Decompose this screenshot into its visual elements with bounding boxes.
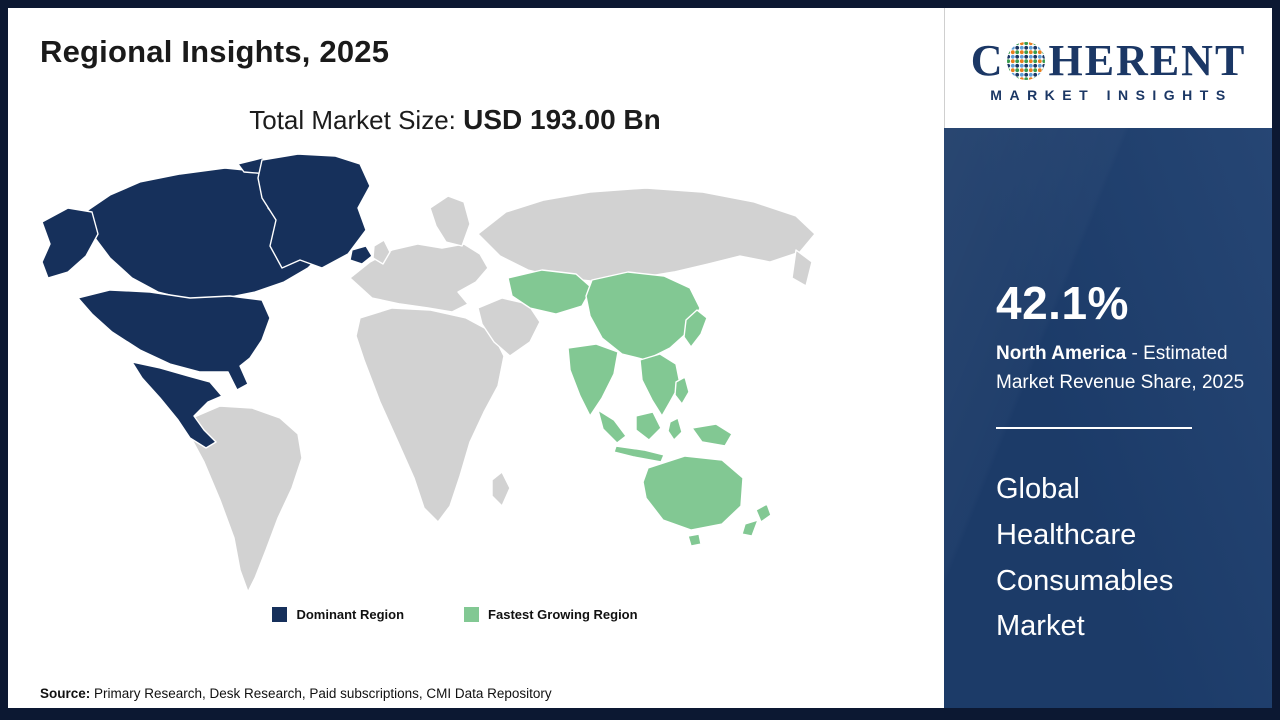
region-kamchatka — [791, 249, 813, 287]
region-philippines — [674, 376, 690, 405]
coherent-logo: C — [944, 8, 1272, 128]
highlight-sidebar: 42.1% North America - Estimated Market R… — [944, 128, 1272, 708]
fastest-growing-region-swatch — [464, 607, 480, 622]
region-south-america — [189, 405, 303, 593]
region-japan — [683, 309, 708, 348]
region-java — [613, 445, 665, 463]
globe-dots-icon — [1006, 41, 1046, 81]
region-new-guinea — [691, 423, 733, 447]
region-greenland — [257, 153, 371, 269]
total-market-size-label: Total Market Size: — [249, 105, 464, 135]
revenue-share-region: North America — [996, 343, 1127, 364]
region-middle-east — [477, 297, 541, 357]
region-africa — [355, 307, 505, 523]
logo-letter-c: C — [970, 36, 1005, 85]
revenue-share-text: - Estimated Market Revenue Share, 2025 — [996, 343, 1245, 393]
region-central-asia — [507, 269, 593, 315]
legend-item-fastest: Fastest Growing Region — [464, 607, 638, 622]
page-title: Regional Insights, 2025 — [40, 34, 390, 69]
region-alaska — [41, 207, 99, 279]
region-new-zealand-north — [755, 503, 772, 523]
logo-letters-rest: HERENT — [1048, 36, 1247, 85]
region-usa — [77, 289, 271, 391]
sidebar-divider — [996, 427, 1192, 429]
world-map — [40, 150, 870, 605]
region-china — [585, 271, 701, 361]
revenue-share-value: 42.1% — [996, 277, 1129, 329]
region-scandinavia — [429, 195, 471, 247]
source-text: Primary Research, Desk Research, Paid su… — [90, 686, 552, 701]
dominant-region-swatch — [272, 607, 288, 622]
region-mexico — [131, 361, 223, 449]
region-uk — [372, 239, 391, 265]
region-sumatra — [597, 409, 627, 444]
dominant-region-label: Dominant Region — [296, 607, 405, 622]
region-iceland — [349, 245, 373, 265]
market-name: Global Healthcare Consumables Market — [996, 473, 1174, 643]
logo-subtitle: MARKET INSIGHTS — [990, 87, 1233, 103]
region-new-zealand-south — [741, 519, 759, 537]
revenue-share-caption: North America - Estimated Market Revenue… — [996, 340, 1248, 397]
total-market-size-value: USD 193.00 Bn — [463, 104, 661, 135]
region-tasmania — [687, 533, 702, 547]
region-russia — [477, 187, 816, 283]
region-borneo — [635, 411, 662, 441]
source-label: Source: — [40, 686, 91, 701]
slide-body: Regional Insights, 2025 Total Market Siz… — [8, 8, 1272, 708]
region-australia — [642, 455, 744, 531]
region-india — [567, 343, 619, 417]
legend-item-dominant: Dominant Region — [272, 607, 404, 622]
region-sulawesi — [667, 417, 683, 441]
main-panel: Regional Insights, 2025 Total Market Siz… — [8, 8, 944, 708]
logo-wordmark: C — [971, 39, 1247, 83]
world-map-svg — [41, 153, 816, 593]
region-southeast-asia — [639, 353, 681, 417]
region-madagascar — [491, 471, 511, 507]
right-column: C — [944, 8, 1272, 708]
map-legend: Dominant Region Fastest Growing Region — [40, 607, 870, 622]
source-note: Source: Primary Research, Desk Research,… — [40, 686, 944, 708]
fastest-growing-region-label: Fastest Growing Region — [488, 607, 638, 622]
total-market-size: Total Market Size: USD 193.00 Bn — [40, 104, 870, 136]
